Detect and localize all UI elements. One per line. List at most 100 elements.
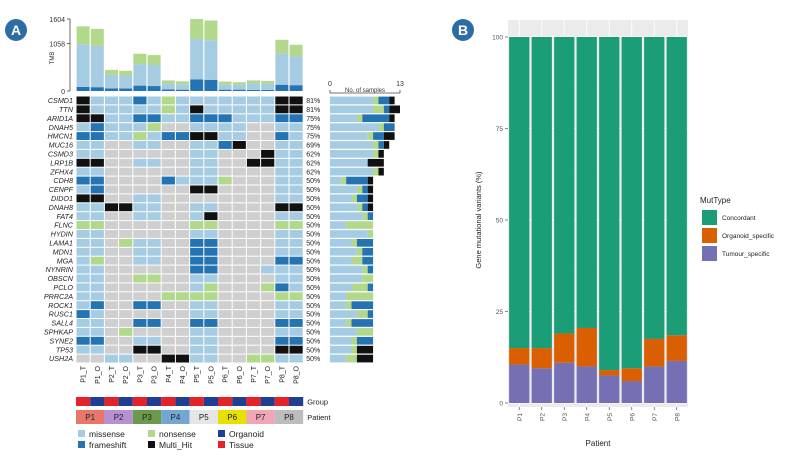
cell-none — [147, 283, 161, 292]
cell-none — [232, 327, 246, 336]
cell-frameshift — [90, 132, 104, 140]
count-bar-frameshift — [367, 265, 374, 274]
percent-label: 50% — [306, 178, 320, 185]
percent-label: 50% — [306, 205, 320, 212]
cell-missense — [147, 256, 161, 265]
cell-frameshift — [133, 301, 147, 310]
legend-a-label: Organoid — [229, 429, 264, 439]
cell-missense — [76, 167, 90, 176]
gene-labels: CSMD1TTNARID1ADNAH5HMCN1MUC16CSMD3LRP1BZ… — [44, 96, 74, 363]
cell-missense — [204, 141, 218, 149]
cell-none — [232, 167, 246, 176]
cell-multi-hit — [289, 203, 303, 212]
cell-none — [104, 221, 119, 229]
cell-none — [246, 221, 261, 229]
cell-missense — [190, 354, 204, 363]
x-tick-label: P4 — [584, 413, 591, 421]
cell-missense — [289, 149, 303, 158]
cell-none — [261, 327, 275, 336]
count-bar-nonsense — [346, 301, 352, 309]
bar-concordant — [599, 37, 620, 371]
count-bar-frameshift — [351, 301, 374, 309]
percent-label: 50% — [306, 321, 320, 328]
cell-none — [246, 212, 261, 221]
tmb-bar-frameshift — [105, 88, 118, 91]
cell-none — [261, 256, 275, 265]
cell-none — [76, 354, 90, 363]
bar-organoid_specific — [599, 370, 620, 376]
cell-none — [232, 212, 246, 221]
sample-label: P1_O — [95, 365, 102, 383]
count-bar-frameshift — [378, 96, 390, 105]
cell-missense — [119, 105, 133, 114]
cell-none — [261, 141, 275, 149]
cell-nonsense — [147, 274, 161, 283]
cell-missense — [204, 327, 218, 336]
bar-concordant — [666, 37, 687, 336]
cell-missense — [289, 354, 303, 363]
percent-label: 50% — [306, 249, 320, 256]
sample-count-bars — [330, 96, 400, 363]
y-tick-label: 50 — [496, 218, 504, 225]
count-bar-missense — [330, 194, 352, 203]
cell-none — [119, 212, 133, 221]
count-bar-nonsense — [346, 354, 357, 363]
cell-missense — [190, 310, 204, 318]
cell-missense — [289, 212, 303, 221]
legend-b-label: Concordant — [722, 215, 756, 222]
count-bar-nonsense — [351, 336, 357, 345]
patient-cell-label: P6 — [227, 413, 237, 422]
cell-nonsense — [289, 221, 303, 229]
cell-missense — [261, 96, 275, 105]
cell-none — [246, 167, 261, 176]
legend-a: missense nonsense Organoid frameshift Multi_… — [78, 429, 264, 450]
cell-missense — [161, 114, 175, 123]
gene-label: FLNC — [54, 221, 74, 230]
count-bar-frameshift — [362, 185, 368, 194]
count-bar-multi_hit — [367, 194, 374, 203]
cell-none — [161, 310, 175, 318]
legend-a-label: frameshift — [89, 440, 127, 450]
cell-none — [246, 194, 261, 203]
cell-none — [147, 265, 161, 274]
count-bar-nonsense — [351, 256, 363, 265]
tmb-bar-nonsense — [204, 20, 218, 41]
gene-label: MGA — [57, 256, 74, 265]
cell-missense — [76, 327, 90, 336]
cell-missense — [76, 141, 90, 149]
cell-none — [90, 354, 104, 363]
cell-missense — [76, 185, 90, 194]
cell-missense — [133, 105, 147, 114]
cell-none — [161, 238, 175, 247]
cell-missense — [133, 336, 147, 345]
count-bar-frameshift — [383, 123, 395, 131]
cell-missense — [90, 283, 104, 292]
cell-none — [175, 310, 190, 318]
cell-none — [104, 230, 119, 238]
cell-none — [104, 345, 119, 354]
tmb-tick-label: 1604 — [49, 17, 65, 24]
legend-b-swatch — [702, 246, 717, 261]
bar-organoid_specific — [576, 327, 597, 367]
patient-track: P1 P2 P3 P4 P5 P6 P7 P8 Patient — [76, 410, 331, 424]
cell-missense — [147, 212, 161, 221]
bar-organoid_specific — [644, 338, 665, 367]
cell-missense — [190, 336, 204, 345]
cell-none — [175, 327, 190, 336]
count-bar-missense — [330, 256, 352, 265]
count-bar-missense — [330, 336, 352, 345]
cell-multi-hit — [289, 345, 303, 354]
tmb-bar-frameshift — [161, 89, 175, 91]
tmb-bar-missense — [247, 83, 260, 90]
count-bar-nonsense — [356, 328, 374, 336]
cell-none — [175, 149, 190, 158]
cell-missense — [119, 132, 133, 140]
cell-none — [104, 158, 119, 167]
cell-none — [161, 203, 175, 212]
count-bar-nonsense — [351, 194, 357, 203]
count-bar-multi_hit — [367, 185, 374, 194]
cell-none — [175, 158, 190, 167]
cell-none — [261, 185, 275, 194]
cell-none — [104, 185, 119, 194]
cell-missense — [90, 141, 104, 149]
